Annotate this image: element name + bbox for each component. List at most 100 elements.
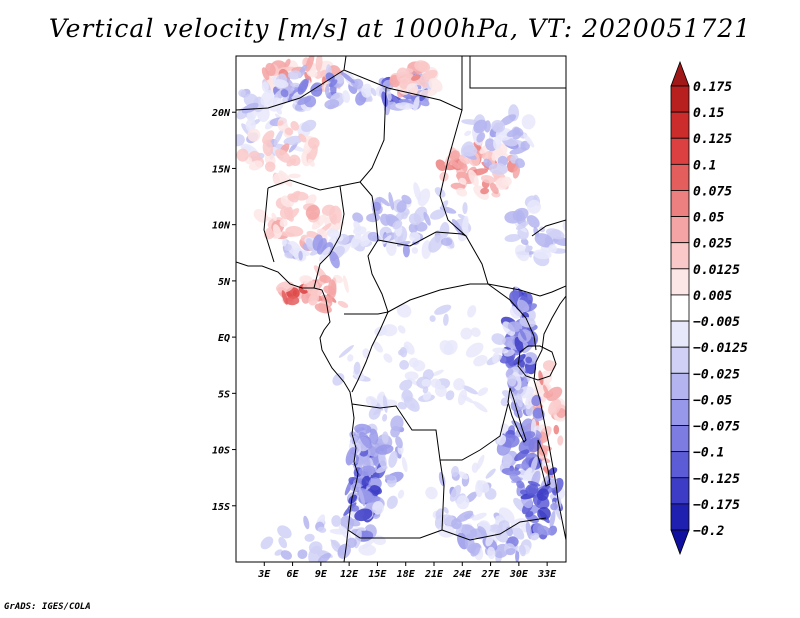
field-patch: [500, 397, 510, 407]
border-north-2: [343, 56, 347, 71]
field-patch: [530, 532, 540, 541]
field-patch: [439, 221, 450, 239]
field-patch: [238, 89, 246, 97]
field-patch: [492, 347, 509, 354]
field-patch: [277, 525, 292, 539]
field-patch: [398, 98, 411, 103]
field-patch: [417, 188, 431, 207]
field-patch: [367, 231, 380, 242]
field-patch: [468, 169, 479, 187]
field-patch: [395, 102, 415, 110]
field-patch: [278, 231, 295, 237]
field-patch: [369, 428, 379, 445]
field-patch: [374, 326, 388, 337]
colorbar-segment: [670, 137, 690, 165]
field-patch: [337, 300, 349, 308]
field-patch: [265, 62, 276, 77]
x-tick-label: 21E: [424, 569, 444, 580]
field-patch: [286, 208, 300, 221]
field-patch: [378, 196, 390, 207]
field-patch: [530, 456, 538, 473]
field-patch: [273, 129, 284, 146]
border-eritrea: [531, 219, 566, 237]
field-patch: [284, 127, 294, 136]
field-patch: [458, 471, 469, 480]
field-patch: [301, 119, 317, 132]
field-patch: [406, 83, 419, 96]
field-patch: [298, 133, 307, 143]
field-patch: [281, 238, 287, 247]
field-patch: [502, 453, 513, 465]
field-patch: [538, 370, 544, 386]
field-patch: [516, 480, 525, 489]
field-patch: [512, 165, 521, 179]
border-south: [347, 529, 443, 539]
field-patch: [290, 121, 299, 131]
lake-victoria: [517, 345, 557, 381]
field-patch: [422, 386, 429, 394]
field-patch: [440, 200, 449, 209]
border-nigeria-south: [263, 185, 345, 289]
field-patch: [467, 305, 477, 318]
field-patch: [491, 148, 502, 161]
field-patch: [409, 232, 421, 242]
x-axis: 3E 6E 9E 12E 15E 18E 21E 24E 27E 30E 33E: [257, 562, 557, 580]
field-patch: [352, 212, 364, 223]
colorbar-label: −0.0125: [693, 341, 748, 356]
field-patch: [504, 234, 521, 242]
field-patch: [388, 450, 398, 468]
field-patch: [443, 313, 449, 326]
field-patch: [318, 246, 331, 262]
field-patch: [317, 526, 327, 533]
velocity-field: [236, 56, 566, 562]
colorbar-segment: [670, 477, 690, 505]
field-patch: [553, 424, 560, 435]
field-patch: [538, 460, 546, 471]
field-patch: [515, 393, 523, 408]
field-patch: [506, 128, 520, 138]
field-patch: [262, 130, 275, 144]
field-patch: [354, 508, 373, 522]
field-patch: [491, 119, 505, 133]
colorbar-segment: [670, 294, 690, 322]
field-patch: [401, 456, 408, 473]
field-patch: [516, 221, 529, 230]
colorbar-segment: [670, 268, 690, 296]
field-patch: [549, 510, 556, 528]
coastline-west: [236, 261, 359, 562]
field-patch: [408, 213, 422, 226]
colorbar-label: 0.125: [693, 132, 732, 147]
field-patch: [411, 247, 419, 254]
field-patch: [280, 550, 292, 560]
field-patch: [460, 394, 475, 404]
colorbar-segment: [670, 320, 690, 348]
field-patch: [542, 384, 549, 396]
field-patch: [492, 352, 500, 364]
field-patch: [307, 137, 320, 149]
colorbar-segment: [670, 163, 690, 191]
field-patch: [532, 407, 544, 419]
field-patch: [345, 447, 356, 466]
field-patch: [272, 79, 289, 89]
colorbar-label: 0.1: [693, 158, 716, 173]
field-patch: [285, 296, 300, 306]
field-patch: [465, 342, 484, 358]
footer-credit: GrADS: IGES/COLA: [4, 602, 91, 612]
colorbar-segment: [670, 346, 690, 374]
y-tick-label: 15S: [212, 502, 230, 513]
field-patch: [399, 379, 413, 391]
field-patch: [525, 520, 532, 540]
field-patch: [477, 387, 489, 397]
field-patch: [350, 233, 362, 249]
field-patch: [495, 177, 509, 190]
field-patch: [496, 434, 507, 446]
field-patch: [471, 462, 479, 473]
field-patch: [524, 245, 533, 253]
field-patch: [310, 293, 318, 301]
field-patch: [514, 158, 526, 169]
y-tick-label: 5S: [218, 389, 230, 400]
field-patch: [325, 72, 335, 82]
border-libya-egypt: [469, 56, 566, 89]
y-tick-label: 15N: [212, 164, 231, 175]
field-patch: [473, 355, 488, 367]
